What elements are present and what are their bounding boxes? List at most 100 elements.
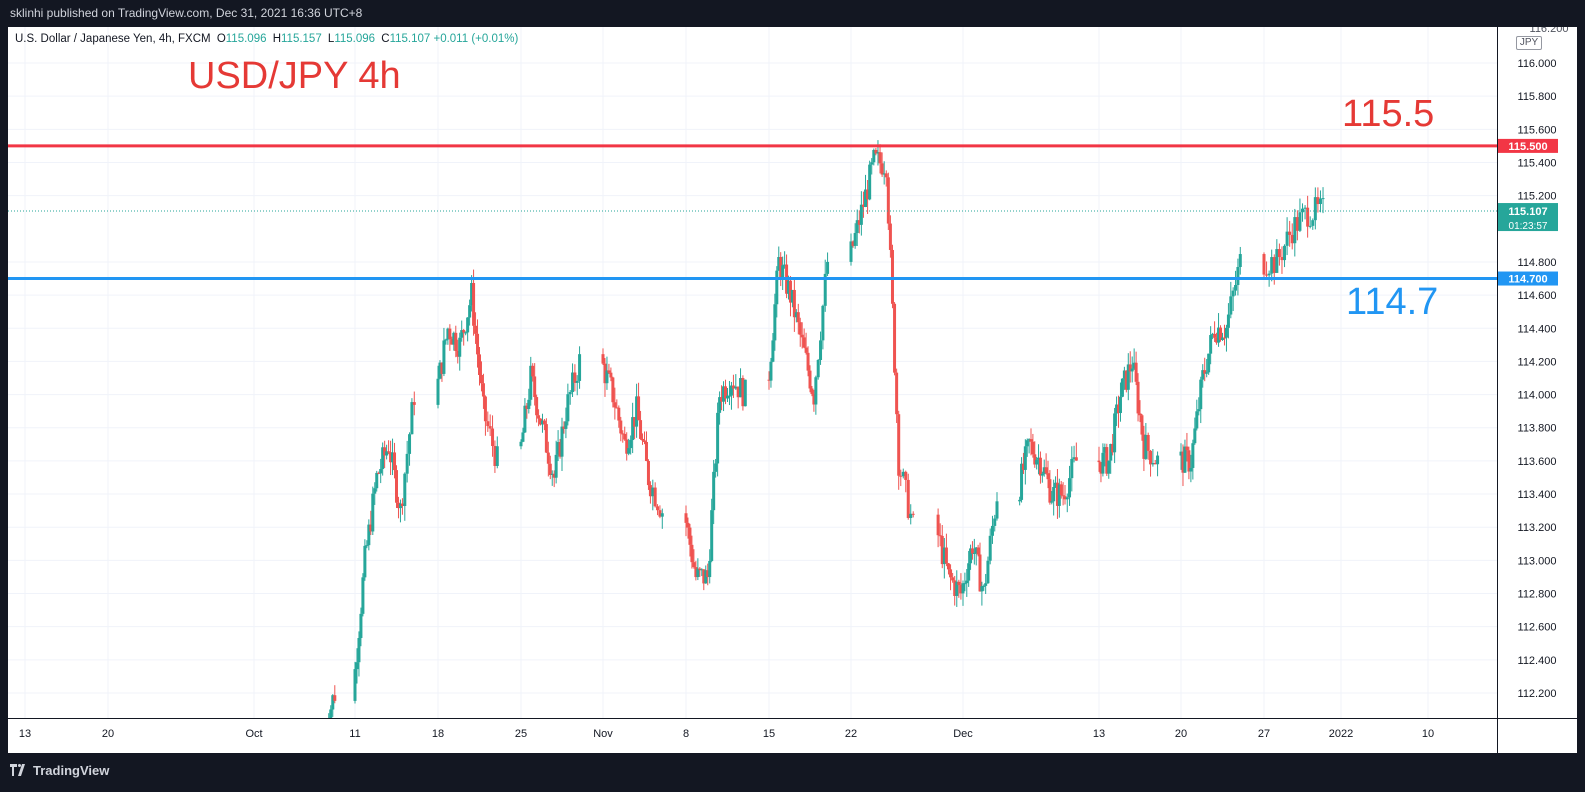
candle-body: [403, 473, 407, 507]
candle: [1193, 417, 1197, 445]
candle: [853, 223, 857, 249]
symbol-legend[interactable]: U.S. Dollar / Japanese Yen, 4h, FXCM O11…: [15, 33, 518, 45]
candle-body: [1285, 231, 1289, 246]
candle-body: [493, 445, 497, 466]
candle-body: [936, 514, 940, 536]
candle-body: [540, 420, 544, 425]
candle: [899, 469, 903, 487]
candle-body: [637, 396, 641, 421]
candle-body: [1231, 290, 1235, 297]
last-price-tag-bg[interactable]: [1498, 203, 1558, 232]
candle-body: [1201, 370, 1205, 380]
tradingview-logo[interactable]: TradingView: [10, 759, 109, 781]
resistance-price-tag[interactable]: 115.500: [1508, 141, 1547, 153]
candle: [470, 275, 474, 312]
candle-body: [895, 372, 899, 415]
candle: [537, 409, 541, 427]
candle-body: [1318, 198, 1322, 205]
candle: [911, 511, 915, 518]
candle: [995, 492, 999, 521]
candle-body: [982, 585, 986, 587]
candle-body: [1057, 484, 1061, 506]
candle-body: [393, 452, 397, 471]
candle-body: [890, 249, 894, 304]
candle: [812, 389, 816, 412]
candle: [440, 362, 444, 382]
candle-body: [1306, 207, 1310, 227]
candle-body: [1027, 439, 1031, 441]
candle-body: [331, 695, 335, 710]
chart-title-annotation[interactable]: USD/JPY 4h: [188, 55, 401, 97]
candle: [1199, 376, 1203, 424]
candle-body: [1138, 413, 1142, 416]
time-axis-bg[interactable]: [8, 718, 1497, 753]
candle-body: [571, 372, 575, 393]
candle: [491, 415, 495, 457]
candle: [1321, 187, 1325, 214]
candle: [876, 140, 880, 166]
candle-body: [643, 440, 646, 442]
candle-body: [1059, 484, 1063, 496]
candle: [1211, 332, 1215, 340]
candle: [1040, 471, 1044, 483]
candle-body: [976, 547, 980, 555]
candle-body: [519, 441, 523, 447]
candle-body: [1136, 381, 1140, 414]
candle: [456, 339, 460, 364]
candle-body: [951, 577, 955, 581]
levels: [8, 144, 1497, 281]
candlestick-chart[interactable]: 116.200 116.000 115.800 115.600 115.400 115.2…: [8, 27, 1577, 753]
candle-body: [486, 421, 490, 427]
candle-body: [410, 402, 414, 435]
candle-body: [718, 397, 722, 413]
candle: [371, 486, 375, 535]
resistance-price-tag-bg[interactable]: [1498, 138, 1558, 153]
candle-body: [658, 510, 662, 517]
candle: [1222, 324, 1226, 346]
chart-frame[interactable]: 116.200 116.000 115.800 115.600 115.400 115.2…: [8, 27, 1577, 753]
candle: [722, 381, 726, 412]
candle-body: [651, 487, 655, 497]
candle: [773, 293, 777, 351]
price-tick-label: 112.600: [1518, 622, 1557, 634]
candle-body: [1229, 296, 1233, 315]
candle-body: [880, 163, 884, 175]
candle-body: [1113, 413, 1117, 453]
axes: 116.200 116.000 115.800 115.600 115.400 115.2…: [8, 27, 1577, 753]
candle-body: [1021, 463, 1025, 470]
last-price-tag[interactable]: 115.107: [1508, 206, 1547, 218]
candle-body: [1140, 415, 1144, 435]
candle: [1118, 382, 1122, 422]
candle-body: [819, 340, 823, 361]
candle: [646, 459, 650, 490]
candle-body: [1048, 479, 1052, 503]
candle-body: [988, 535, 992, 561]
support-annotation[interactable]: 114.7: [1346, 281, 1439, 323]
candle: [1027, 438, 1031, 454]
candle-body: [660, 513, 664, 517]
symbol-name[interactable]: U.S. Dollar / Japanese Yen, 4h, FXCM: [15, 33, 211, 45]
candle: [1308, 216, 1312, 229]
candle-body: [694, 567, 698, 578]
time-tick-label: 11: [349, 728, 360, 740]
candle: [385, 444, 389, 460]
candle-body: [533, 376, 537, 398]
candle-body: [566, 394, 570, 422]
candle-body: [959, 585, 963, 594]
candle: [1128, 351, 1132, 383]
candle-body: [872, 149, 876, 163]
candle-body: [544, 424, 548, 453]
candle: [363, 539, 367, 581]
candle: [1038, 451, 1042, 484]
currency-unit-badge[interactable]: JPY: [1516, 36, 1542, 50]
candle: [874, 147, 878, 156]
candle: [1111, 434, 1115, 456]
candle-body: [783, 264, 787, 266]
support-price-tag[interactable]: 114.700: [1508, 274, 1547, 286]
candle: [1044, 453, 1048, 475]
resistance-annotation[interactable]: 115.5: [1342, 93, 1435, 135]
candle-body: [1146, 434, 1150, 451]
candle-body: [1224, 327, 1228, 338]
support-price-tag-bg[interactable]: [1498, 271, 1558, 286]
candle-body: [456, 350, 460, 357]
